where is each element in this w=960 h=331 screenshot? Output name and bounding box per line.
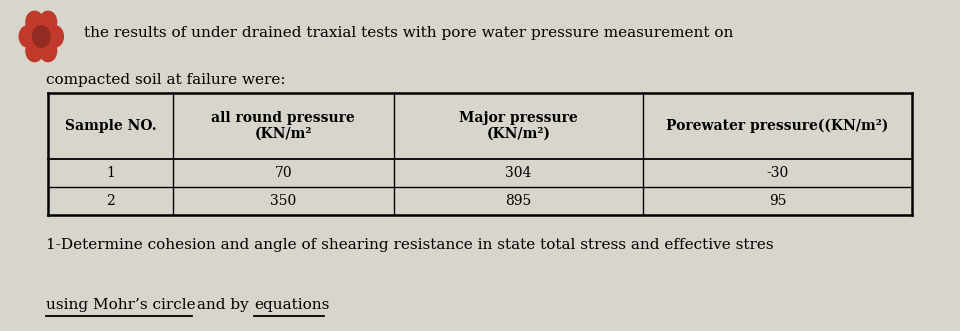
Text: Porewater pressure((KN/m²): Porewater pressure((KN/m²): [666, 118, 889, 133]
Text: 304: 304: [505, 166, 532, 180]
Text: all round pressure
(KN/m²: all round pressure (KN/m²: [211, 111, 355, 141]
Circle shape: [33, 26, 50, 47]
Circle shape: [19, 26, 36, 47]
Text: and by: and by: [192, 298, 253, 312]
Text: 2: 2: [106, 194, 115, 208]
Text: Sample NO.: Sample NO.: [64, 119, 156, 133]
Circle shape: [46, 26, 63, 47]
Circle shape: [39, 40, 57, 62]
Text: 350: 350: [270, 194, 297, 208]
Circle shape: [39, 11, 57, 33]
Text: the results of under drained traxial tests with pore water pressure measurement : the results of under drained traxial tes…: [84, 26, 733, 40]
Text: 895: 895: [505, 194, 532, 208]
Text: 70: 70: [275, 166, 292, 180]
Text: compacted soil at failure were:: compacted soil at failure were:: [46, 73, 286, 87]
Text: -30: -30: [766, 166, 789, 180]
Text: Major pressure
(KN/m²): Major pressure (KN/m²): [459, 111, 578, 141]
Circle shape: [26, 40, 43, 62]
Text: using Mohr’s circle: using Mohr’s circle: [46, 298, 196, 312]
Text: 95: 95: [769, 194, 786, 208]
Circle shape: [26, 11, 43, 33]
Text: equations: equations: [254, 298, 330, 312]
Text: 1-Determine cohesion and angle of shearing resistance in state total stress and : 1-Determine cohesion and angle of sheari…: [46, 238, 774, 252]
Text: 1: 1: [106, 166, 115, 180]
